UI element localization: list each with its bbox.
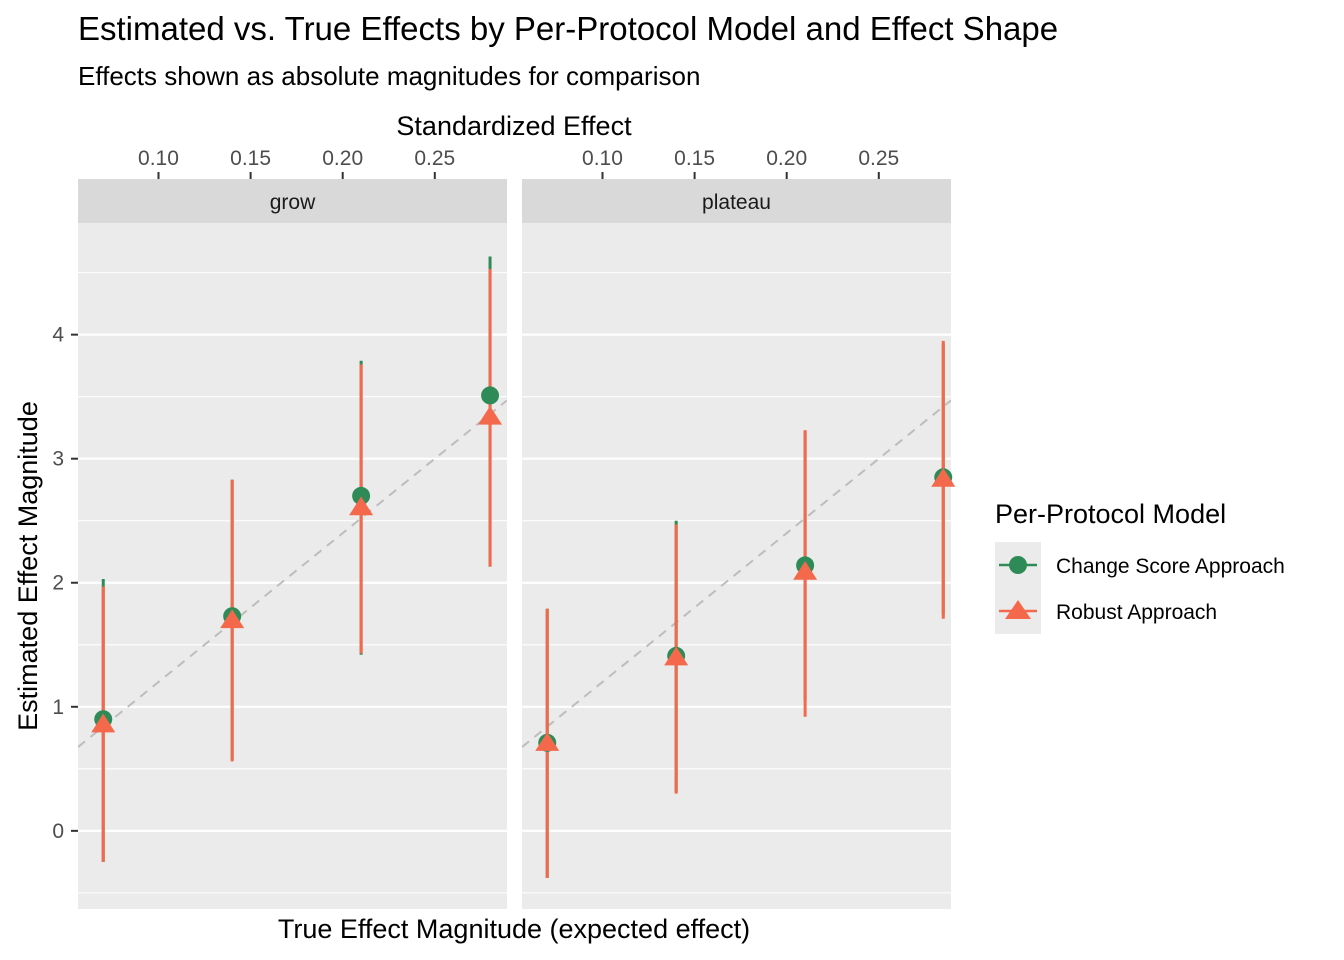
secondary-x-axis-title: Standardized Effect — [396, 111, 632, 141]
legend-label-change-score: Change Score Approach — [1056, 555, 1285, 578]
chart-subtitle: Effects shown as absolute magnitudes for… — [78, 61, 700, 91]
reference-line — [522, 399, 951, 748]
point-robust — [664, 646, 689, 666]
secondary-x-tick-label: 0.10 — [138, 147, 179, 170]
legend-label-robust: Robust Approach — [1056, 601, 1217, 624]
y-axis: 0 1 2 3 4 — [52, 324, 78, 843]
chart-title: Estimated vs. True Effects by Per-Protoc… — [78, 10, 1058, 47]
facet-plateau: plateau 0.10 0.15 0.20 0.25 — [522, 147, 956, 909]
secondary-x-tick-label: 0.15 — [230, 147, 271, 170]
y-tick-label: 0 — [52, 820, 64, 843]
y-axis-title: Estimated Effect Magnitude — [13, 401, 43, 731]
point-change-score — [352, 486, 371, 505]
secondary-x-tick-label: 0.25 — [858, 147, 899, 170]
point-robust — [349, 496, 374, 516]
facet-strip-label: grow — [270, 191, 316, 214]
secondary-x-tick-label: 0.15 — [674, 147, 715, 170]
facet-grow: grow 0.10 0.15 0.20 0.25 — [78, 147, 507, 909]
legend-keys — [995, 542, 1041, 634]
facet-panels: grow 0.10 0.15 0.20 0.25 plateau 0.10 0.15 0.20 0… — [78, 147, 956, 909]
point-robust — [220, 609, 245, 629]
reference-line — [78, 399, 507, 748]
legend-key-change-score — [995, 542, 1041, 588]
secondary-x-tick-label: 0.20 — [322, 147, 363, 170]
facet-strip — [522, 179, 951, 223]
point-change-score — [481, 386, 500, 405]
x-axis-title: True Effect Magnitude (expected effect) — [278, 914, 750, 944]
legend: Per-Protocol Model Change Score Approach… — [995, 499, 1285, 634]
y-tick-label: 3 — [52, 448, 64, 471]
panel-background — [522, 223, 951, 909]
y-tick-label: 4 — [52, 324, 64, 347]
point-robust — [931, 468, 956, 487]
point-robust — [535, 732, 560, 751]
y-tick-label: 1 — [52, 696, 64, 719]
point-robust — [793, 561, 818, 580]
point-robust — [478, 405, 503, 425]
point-robust — [91, 713, 116, 733]
secondary-x-tick-label: 0.10 — [582, 147, 623, 170]
secondary-x-tick-label: 0.20 — [766, 147, 807, 170]
facet-strip — [78, 179, 507, 223]
legend-key-robust — [995, 588, 1041, 634]
legend-title: Per-Protocol Model — [995, 499, 1226, 529]
facet-strip-label: plateau — [702, 191, 771, 214]
panel-background — [78, 223, 507, 909]
y-tick-label: 2 — [52, 572, 64, 595]
secondary-x-tick-label: 0.25 — [414, 147, 455, 170]
